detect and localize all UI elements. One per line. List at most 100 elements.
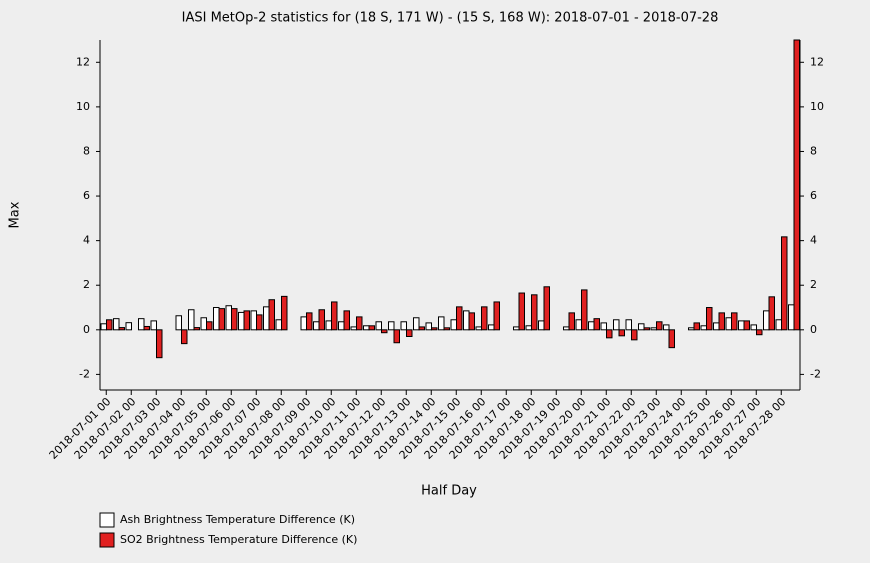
bar (188, 309, 195, 331)
bar (756, 329, 763, 336)
bar (213, 307, 220, 331)
bar (175, 315, 182, 331)
bar (706, 307, 713, 331)
bar (643, 327, 650, 331)
bar (575, 319, 582, 331)
bar (513, 326, 520, 331)
bar (581, 289, 588, 331)
y-tick-label: 2 (83, 278, 90, 291)
bar (668, 329, 675, 349)
bar (538, 320, 545, 331)
y2-tick-label: 6 (810, 189, 817, 202)
bar (443, 327, 450, 331)
bar (781, 236, 788, 331)
bar (563, 326, 570, 331)
bar (713, 322, 720, 331)
bar (456, 306, 463, 331)
bar (606, 329, 613, 339)
bar (206, 321, 213, 331)
bar (750, 324, 757, 331)
bar (156, 329, 163, 359)
y-axis-title: Max (8, 201, 23, 228)
bar (231, 308, 238, 331)
bar (693, 322, 700, 331)
bar (731, 312, 738, 331)
bar (568, 312, 575, 331)
y2-tick-label: 8 (810, 144, 817, 157)
bar (743, 320, 750, 331)
bar (618, 329, 625, 337)
bar (788, 304, 795, 331)
bar (343, 310, 350, 331)
bar (543, 286, 550, 331)
bar (493, 301, 500, 331)
bar (150, 320, 157, 331)
bar (250, 310, 257, 331)
bar (381, 329, 388, 334)
bar (300, 316, 307, 331)
y-tick-label: 12 (76, 55, 90, 68)
bar (638, 323, 645, 331)
bar (468, 312, 475, 331)
bar (125, 322, 132, 331)
bar (400, 321, 407, 331)
y-tick-label: 6 (83, 189, 90, 202)
bar (663, 324, 670, 331)
bar (106, 319, 113, 331)
y2-tick-label: 12 (810, 55, 824, 68)
bar (463, 310, 470, 331)
y2-tick-label: 4 (810, 234, 817, 247)
bar (388, 321, 395, 331)
bar (350, 326, 357, 331)
bar (431, 327, 438, 331)
bar (763, 310, 770, 331)
y-tick-label: 8 (83, 144, 90, 157)
bar (418, 326, 425, 331)
bar (625, 319, 632, 331)
bar (631, 329, 638, 341)
x-axis-title: Half Day (421, 484, 477, 499)
bar (775, 319, 782, 331)
bar (143, 325, 150, 331)
legend-swatch (99, 512, 115, 528)
bar (268, 299, 275, 331)
y-tick-label: 10 (76, 100, 90, 113)
bar (406, 329, 413, 337)
bar (700, 325, 707, 331)
legend-label: Ash Brightness Temperature Difference (K… (120, 513, 355, 526)
bar (738, 320, 745, 331)
y-tick-label: 4 (83, 234, 90, 247)
chart-title: IASI MetOp-2 statistics for (18 S, 171 W… (182, 11, 719, 26)
bar (481, 306, 488, 331)
legend-label: SO2 Brightness Temperature Difference (K… (120, 533, 357, 546)
bar (593, 318, 600, 331)
y2-tick-label: 10 (810, 100, 824, 113)
bar (281, 295, 288, 331)
y2-tick-label: -2 (810, 367, 821, 380)
bar (413, 317, 420, 331)
bar (225, 305, 232, 331)
bar (318, 309, 325, 331)
bar (375, 321, 382, 331)
bar (325, 320, 332, 331)
bar (363, 325, 370, 331)
y-tick-label: 0 (83, 323, 90, 336)
y2-tick-label: 2 (810, 278, 817, 291)
bar (138, 318, 145, 331)
bar (313, 321, 320, 331)
bar (181, 329, 188, 345)
bar (256, 314, 263, 331)
y-tick-label: -2 (79, 367, 90, 380)
bar (263, 306, 270, 331)
bar (393, 329, 400, 344)
bar (725, 317, 732, 331)
bar (100, 323, 107, 331)
bar (438, 316, 445, 331)
bar (768, 296, 775, 331)
bar (613, 319, 620, 331)
bar (525, 325, 532, 331)
bar (488, 324, 495, 331)
bar (368, 325, 375, 331)
bar (718, 312, 725, 331)
y2-tick-label: 0 (810, 323, 817, 336)
